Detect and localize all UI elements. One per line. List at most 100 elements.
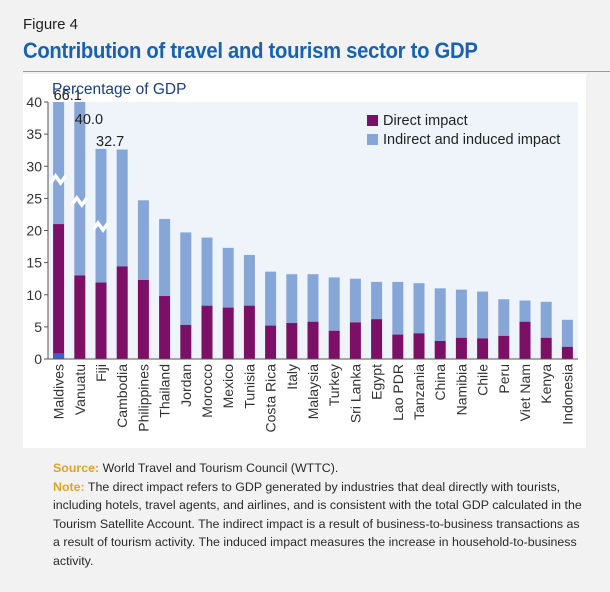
bar-direct-egypt bbox=[371, 319, 383, 359]
bar-direct-peru bbox=[498, 335, 510, 359]
bar-indirect-malaysia bbox=[307, 274, 319, 322]
bar-indirect-peru bbox=[498, 299, 510, 336]
bar-indirect-fiji bbox=[95, 148, 107, 283]
bar-indirect-vanuatu bbox=[74, 102, 86, 276]
bar-value-label: 32.7 bbox=[96, 134, 124, 150]
bar-indirect-kenya bbox=[540, 301, 552, 338]
bar-direct-sri-lanka bbox=[349, 322, 361, 359]
legend-swatch-indirect bbox=[367, 134, 378, 145]
bar-direct-turkey bbox=[328, 330, 340, 359]
bar-indirect-tanzania bbox=[413, 283, 425, 334]
legend-label-indirect: Indirect and induced impact bbox=[383, 132, 560, 148]
bar-direct-fiji bbox=[95, 282, 107, 359]
x-tick-label: Peru bbox=[496, 364, 512, 394]
x-tick-label: Italy bbox=[284, 364, 300, 390]
y-tick-label: 35 bbox=[26, 126, 42, 142]
x-tick-label: Mexico bbox=[220, 364, 236, 409]
y-tick-label: 30 bbox=[26, 158, 42, 174]
figure-label: Figure 4 bbox=[23, 16, 79, 33]
bar-indirect-namibia bbox=[455, 289, 467, 338]
y-tick-label: 15 bbox=[26, 255, 42, 271]
bar-indirect-china bbox=[434, 288, 446, 342]
bar-indirect-turkey bbox=[328, 277, 340, 331]
bar-direct-namibia bbox=[455, 337, 467, 359]
bar-indirect-italy bbox=[286, 274, 298, 324]
x-tick-label: Fiji bbox=[93, 364, 109, 382]
bar-direct-costa-rica bbox=[265, 325, 277, 359]
bar-direct-maldives bbox=[53, 224, 65, 359]
bar-direct-tunisia bbox=[243, 305, 255, 359]
x-tick-label: Lao PDR bbox=[390, 364, 406, 421]
bar-direct-thailand bbox=[159, 296, 171, 359]
bar-direct-lao-pdr bbox=[392, 334, 404, 359]
x-tick-label: Malaysia bbox=[305, 364, 321, 419]
bar-indirect-sri-lanka bbox=[349, 278, 361, 323]
bar-direct-italy bbox=[286, 323, 298, 359]
bar-indirect-mexico bbox=[222, 247, 234, 308]
y-tick-label: 0 bbox=[34, 351, 42, 367]
source-label: Source: bbox=[53, 461, 100, 475]
x-tick-label: Jordan bbox=[178, 364, 194, 407]
axis-break-mark bbox=[70, 194, 89, 209]
bar-direct-china bbox=[434, 341, 446, 359]
bar-direct-tanzania bbox=[413, 333, 425, 359]
x-tick-label: Vanuatu bbox=[72, 364, 88, 415]
x-tick-label: Turkey bbox=[326, 364, 342, 406]
x-tick-label: Cambodia bbox=[114, 364, 130, 428]
x-tick-label: China bbox=[432, 364, 448, 401]
figure-title: Contribution of travel and tourism secto… bbox=[23, 38, 478, 63]
y-tick-label: 5 bbox=[34, 319, 42, 335]
title-rule bbox=[23, 71, 610, 72]
bar-value-label: 66.1 bbox=[54, 88, 82, 104]
y-tick-label: 40 bbox=[26, 94, 42, 110]
note-paragraph: Note: The direct impact refers to GDP ge… bbox=[53, 478, 583, 571]
bar-indirect-lao-pdr bbox=[392, 281, 404, 335]
bar-indirect-indonesia bbox=[561, 319, 573, 347]
x-tick-label: Egypt bbox=[369, 364, 385, 400]
chart-frame: 0 5 10 15 20 25 30 35 40 Maldives Vanuatu Fiji Camb… bbox=[23, 74, 586, 448]
bar-indirect-cambodia bbox=[116, 149, 128, 267]
bar-direct-cambodia bbox=[116, 266, 128, 359]
source-line: Source: World Travel and Tourism Council… bbox=[53, 459, 583, 478]
note-text: The direct impact refers to GDP generate… bbox=[53, 479, 582, 568]
bar-indirect-viet-nam bbox=[519, 300, 531, 322]
x-tick-label: Viet Nam bbox=[517, 364, 533, 421]
stacked-bar-chart: 0 5 10 15 20 25 30 35 40 Maldives Vanuatu Fiji Camb… bbox=[26, 81, 578, 433]
bar-direct-indonesia bbox=[561, 346, 573, 359]
bar-direct-malaysia bbox=[307, 321, 319, 359]
bar-indirect-tunisia bbox=[243, 254, 255, 306]
x-tick-label: Sri Lanka bbox=[347, 364, 363, 423]
x-tick-label: Chile bbox=[475, 364, 491, 396]
legend-label-direct: Direct impact bbox=[383, 113, 468, 129]
x-tick-label: Tanzania bbox=[411, 364, 427, 420]
axis-break-mark bbox=[49, 172, 68, 187]
bar-direct-vanuatu bbox=[74, 275, 86, 359]
y-tick-label: 10 bbox=[26, 287, 42, 303]
x-tick-label: Morocco bbox=[199, 364, 215, 418]
bar-indirect-maldives bbox=[53, 102, 65, 225]
bar-base-maldives bbox=[53, 353, 65, 359]
bar-direct-jordan bbox=[180, 324, 192, 359]
bar-direct-morocco bbox=[201, 305, 213, 359]
x-tick-label: Maldives bbox=[51, 364, 67, 419]
bar-direct-kenya bbox=[540, 337, 552, 359]
bar-value-label: 40.0 bbox=[75, 112, 103, 128]
bar-direct-mexico bbox=[222, 307, 234, 359]
x-tick-label: Thailand bbox=[157, 364, 173, 418]
bar-indirect-egypt bbox=[371, 281, 383, 320]
chart-notes: Source: World Travel and Tourism Council… bbox=[53, 459, 583, 571]
x-tick-label: Indonesia bbox=[559, 364, 575, 425]
note-label: Note: bbox=[53, 479, 85, 494]
x-tick-label: Namibia bbox=[453, 364, 469, 416]
y-tick-label: 25 bbox=[26, 190, 42, 206]
bar-indirect-thailand bbox=[159, 218, 171, 297]
source-text: World Travel and Tourism Council (WTTC). bbox=[99, 461, 339, 475]
x-tick-label: Kenya bbox=[538, 364, 554, 404]
x-tick-label: Costa Rica bbox=[263, 364, 279, 433]
y-axis-label: Percentage of GDP bbox=[52, 81, 186, 98]
bar-direct-chile bbox=[477, 338, 489, 359]
legend: Direct impact Indirect and induced impac… bbox=[367, 113, 560, 148]
bar-indirect-philippines bbox=[137, 200, 149, 280]
bar-direct-viet-nam bbox=[519, 321, 531, 359]
bar-indirect-jordan bbox=[180, 232, 192, 325]
